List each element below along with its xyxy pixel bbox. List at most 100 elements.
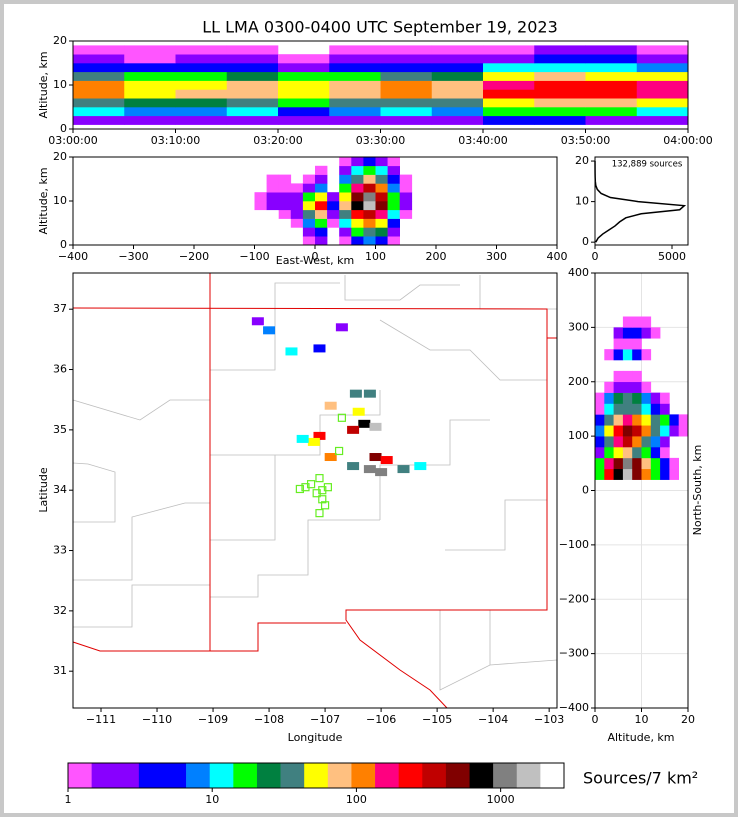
heat-cell xyxy=(585,89,638,99)
heat-cell xyxy=(329,98,381,108)
heat-cell xyxy=(375,218,388,228)
station xyxy=(295,484,304,494)
heat-cell xyxy=(641,436,652,448)
heat-cell xyxy=(124,63,176,73)
heat-cell xyxy=(632,447,642,459)
heat-cell xyxy=(613,403,624,415)
heat-cell xyxy=(534,115,586,125)
heat-cell xyxy=(660,436,670,448)
heat-cell xyxy=(622,316,633,328)
x-tick-label: 04:00:00 xyxy=(663,134,712,147)
heat-cell xyxy=(73,45,125,55)
heat-cell xyxy=(650,392,661,404)
x-tick-label: −105 xyxy=(422,713,452,726)
y-tick-label: 31 xyxy=(53,664,67,677)
heat-cell xyxy=(431,54,484,64)
y-tick-label: 100 xyxy=(568,429,589,442)
source-density xyxy=(251,317,264,326)
heat-cell xyxy=(387,201,400,211)
heat-cell xyxy=(351,218,364,228)
heat-cell xyxy=(329,89,381,99)
heat-cell xyxy=(585,98,638,108)
heat-cell xyxy=(613,425,624,437)
heat-cell xyxy=(124,98,176,108)
heat-cell xyxy=(660,468,670,480)
heat-cell xyxy=(636,63,689,73)
heat-cell xyxy=(650,403,661,415)
heat-cell xyxy=(339,192,352,202)
source-density xyxy=(369,422,382,431)
x-tick-label: −107 xyxy=(310,713,340,726)
heat-cell xyxy=(660,403,670,415)
border xyxy=(73,502,210,581)
heat-cell xyxy=(315,227,328,237)
x-label: Longitude xyxy=(288,731,343,744)
colorbar-segment xyxy=(115,763,140,788)
heat-cell xyxy=(290,218,304,228)
plot-frame xyxy=(594,156,689,246)
heat-cell xyxy=(669,457,679,470)
source-density xyxy=(313,431,326,440)
heat-cell xyxy=(632,316,642,328)
heat-cell xyxy=(351,157,364,167)
heat-cell xyxy=(315,174,328,184)
heat-cell xyxy=(226,71,279,81)
station xyxy=(334,446,344,456)
station xyxy=(320,501,330,510)
heat-cell xyxy=(641,468,652,480)
border xyxy=(379,319,547,381)
source-density xyxy=(380,456,393,465)
x-tick-label: 03:30:00 xyxy=(356,134,405,147)
heat-cell xyxy=(363,201,376,211)
heat-cell xyxy=(613,436,624,448)
heat-cell xyxy=(302,227,316,237)
heat-cell xyxy=(380,63,433,73)
heat-cell xyxy=(73,63,125,73)
y-tick-label: 35 xyxy=(53,423,67,436)
colorbar-segment xyxy=(186,763,211,788)
heat-cell xyxy=(483,115,535,125)
heat-cell xyxy=(339,174,352,184)
heat-cell xyxy=(380,45,433,55)
x-tick-label: 300 xyxy=(486,250,507,263)
border xyxy=(73,584,210,628)
border xyxy=(210,519,380,598)
border xyxy=(439,610,558,691)
x-tick-label: −100 xyxy=(239,250,269,263)
heat-cell xyxy=(302,174,316,184)
heat-cell xyxy=(124,45,176,55)
heat-cell xyxy=(595,436,605,448)
heat-cell xyxy=(339,209,352,219)
colorbar-tick-label: 100 xyxy=(346,793,367,806)
heat-cell xyxy=(595,414,605,426)
heat-cell xyxy=(327,201,340,211)
heat-cell xyxy=(329,54,381,64)
heat-cell xyxy=(387,165,400,175)
map-boundaries xyxy=(72,273,558,709)
heat-cell xyxy=(387,183,400,193)
source-density xyxy=(363,465,376,474)
heat-cell xyxy=(650,414,661,426)
colorbar-segment xyxy=(162,763,187,788)
heat-cell xyxy=(431,71,484,81)
network-boundary xyxy=(72,622,346,652)
x-tick-label: 0 xyxy=(592,250,599,263)
heat-cell xyxy=(302,183,316,193)
heat-cell xyxy=(604,392,614,404)
heat-cell xyxy=(175,71,228,81)
heat-cell xyxy=(375,201,388,211)
heat-cell xyxy=(483,63,535,73)
heat-cell xyxy=(650,447,661,459)
heat-cell xyxy=(363,236,376,246)
heat-cell xyxy=(73,107,125,117)
x-label: Altitude, km xyxy=(607,731,674,744)
heat-cell xyxy=(678,425,689,437)
plot-frame xyxy=(72,272,558,709)
heat-cell xyxy=(622,414,633,426)
heat-cell xyxy=(363,174,376,184)
heat-cell xyxy=(483,71,535,81)
colorbar-segment xyxy=(493,763,518,788)
colorbar-segment xyxy=(351,763,376,788)
y-tick-label: −300 xyxy=(559,647,589,660)
y-tick-label: 37 xyxy=(53,302,67,315)
